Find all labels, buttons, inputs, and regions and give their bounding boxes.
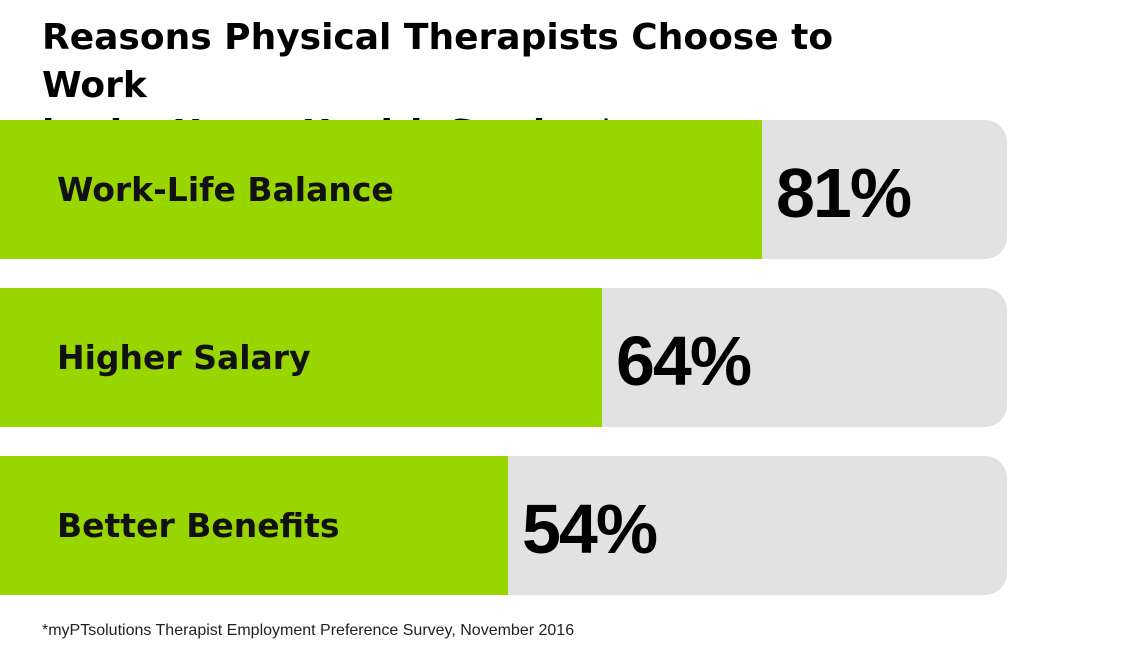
data-label: 54%	[522, 490, 658, 568]
category-label: Better Benefits	[57, 506, 340, 545]
bar-track: Better Benefits 54%	[0, 456, 1007, 595]
chart-title-line-1: Reasons Physical Therapists Choose to Wo…	[42, 17, 834, 106]
bar	[0, 456, 508, 595]
bar-track: Work-Life Balance 81%	[0, 120, 1007, 259]
bar	[0, 288, 602, 427]
data-label: 64%	[616, 322, 752, 400]
category-label: Work-Life Balance	[57, 170, 394, 209]
source-footnote: *myPTsolutions Therapist Employment Pref…	[42, 622, 575, 639]
category-label: Higher Salary	[57, 338, 311, 377]
bar-track: Higher Salary 64%	[0, 288, 1007, 427]
data-label: 81%	[776, 154, 912, 232]
bar	[0, 120, 762, 259]
bar-chart: Work-Life Balance 81% Higher Salary 64% Bett…	[0, 120, 1007, 595]
